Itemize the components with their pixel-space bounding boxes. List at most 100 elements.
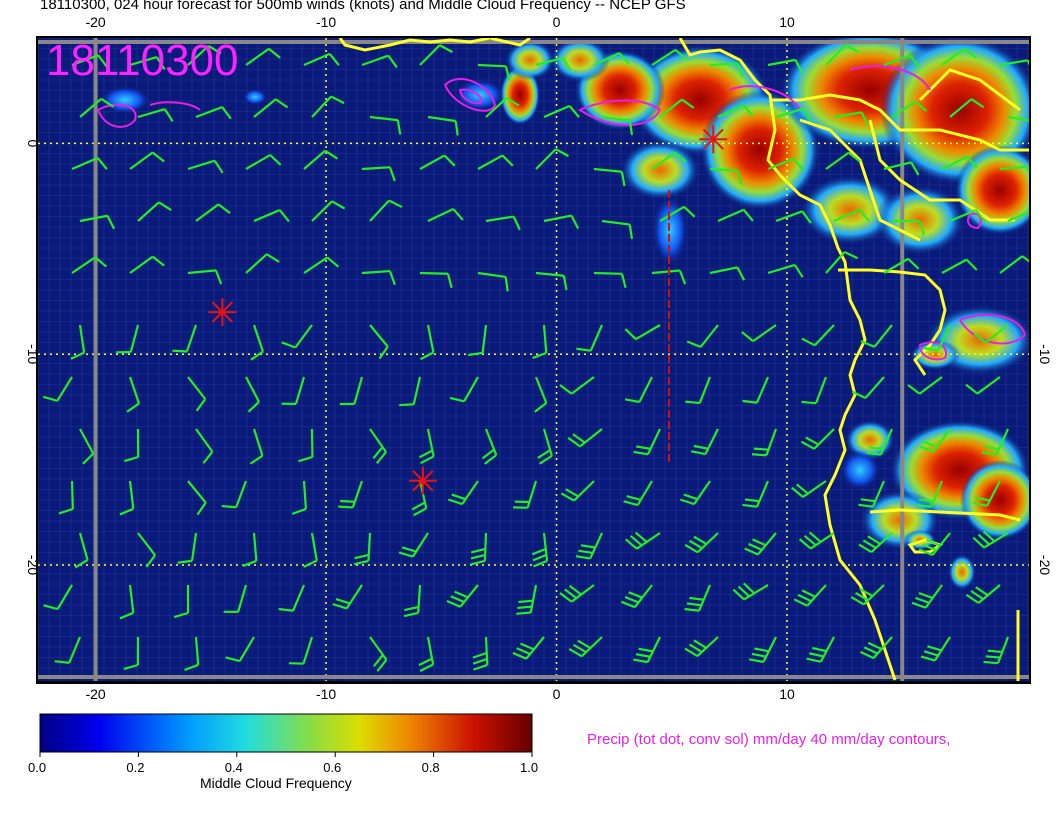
wind-barb <box>177 532 198 564</box>
wind-barb <box>419 324 435 361</box>
wind-barb <box>71 54 108 68</box>
wind-barb <box>684 584 712 612</box>
wind-barb <box>559 584 595 603</box>
wind-barb <box>468 324 488 357</box>
wind-barb <box>593 167 626 187</box>
wind-barb <box>303 532 318 568</box>
colorbar-label: 0.0 <box>28 760 47 775</box>
wind-barb <box>472 636 489 671</box>
wind-barb <box>427 208 464 222</box>
wind-barb <box>281 376 306 405</box>
wind-barb <box>651 48 688 66</box>
wind-barb <box>535 148 570 170</box>
wind-barb <box>999 165 1029 181</box>
x-tick-bottom-label: -10 <box>316 686 336 702</box>
wind-barb <box>941 155 978 170</box>
wind-barb <box>744 532 777 556</box>
wind-barb <box>534 376 548 413</box>
wind-barb <box>253 209 290 223</box>
wind-barb <box>767 157 804 171</box>
wind-barb <box>941 258 978 274</box>
wind-barb <box>79 97 115 118</box>
wind-barb <box>717 104 754 118</box>
wind-barb <box>369 199 403 222</box>
colorbar-label: 0.6 <box>323 760 342 775</box>
wind-barb <box>576 324 604 352</box>
colorbar-ticks <box>39 752 533 757</box>
wind-barb <box>748 636 777 664</box>
wind-barb <box>883 257 920 274</box>
wind-barb <box>419 154 456 170</box>
wind-barb <box>800 428 835 450</box>
wind-barb <box>477 271 509 292</box>
wind-barb <box>709 167 743 185</box>
wind-barb <box>999 255 1029 274</box>
wind-barb <box>126 376 141 413</box>
wind-barb <box>477 154 514 170</box>
wind-barb <box>516 584 538 615</box>
wind-barb <box>195 106 232 120</box>
lat-lon-gridlines <box>38 38 1029 681</box>
wind-barb <box>123 636 140 671</box>
y-tick-left-label: 0 <box>25 140 41 148</box>
wind-barb <box>369 115 402 135</box>
x-tick-top-label: -10 <box>316 14 336 30</box>
wind-barb <box>833 111 869 126</box>
wind-barb <box>891 219 925 236</box>
wind-barb <box>74 532 89 569</box>
wind-barb <box>278 584 306 612</box>
wind-barb <box>303 52 340 67</box>
wind-barb <box>418 428 435 465</box>
wind-barb <box>195 428 214 464</box>
colorbar-label: 0.4 <box>224 760 243 775</box>
wind-barb <box>767 263 804 278</box>
wind-barb <box>513 480 538 509</box>
wind-barb <box>71 156 108 171</box>
wind-barb <box>187 480 207 516</box>
wind-barb <box>866 428 894 456</box>
wind-barb <box>685 376 712 405</box>
cloud-frequency-field <box>100 38 1029 590</box>
wind-barb <box>851 376 885 399</box>
wind-barb <box>651 151 687 170</box>
colorbar-label: 0.2 <box>126 760 145 775</box>
wind-barb <box>858 532 893 553</box>
wind-barb <box>883 54 920 68</box>
wind-barb <box>798 531 835 550</box>
wind-barb <box>920 636 951 662</box>
wind-barb <box>949 98 985 118</box>
wind-barb <box>291 480 307 515</box>
wind-barb <box>860 324 893 348</box>
wind-barb <box>245 153 282 170</box>
storm-marker-2 <box>408 466 437 495</box>
wind-barb <box>332 584 363 610</box>
wind-barb <box>298 428 314 463</box>
x-tick-top-label: 10 <box>779 14 795 30</box>
wind-barb <box>119 584 135 620</box>
wind-barb <box>825 251 859 274</box>
wind-barb <box>543 104 580 119</box>
wind-barb <box>532 324 548 360</box>
wind-barb <box>449 376 479 403</box>
wind-barb <box>543 214 580 230</box>
wind-barb <box>624 376 653 404</box>
wind-barb <box>369 324 389 360</box>
wind-barb <box>593 271 627 289</box>
wind-barb <box>245 376 260 413</box>
colorbar <box>39 713 533 753</box>
wind-barb <box>223 584 248 613</box>
wind-barb <box>446 584 479 608</box>
storm-markers <box>208 125 728 495</box>
wind-barb <box>601 219 634 240</box>
wind-barb <box>825 44 859 66</box>
wind-barb <box>448 480 479 506</box>
map-title: 18110300, 024 hour forecast for 500mb wi… <box>40 0 686 13</box>
colorbar-title: Middle Cloud Frequency <box>200 775 352 791</box>
wind-barb <box>369 428 387 464</box>
x-tick-top-label: 0 <box>553 14 561 30</box>
wind-barb <box>419 271 453 289</box>
wind-barb <box>949 209 986 223</box>
wind-barb <box>42 376 73 402</box>
wind-barb <box>119 480 135 516</box>
